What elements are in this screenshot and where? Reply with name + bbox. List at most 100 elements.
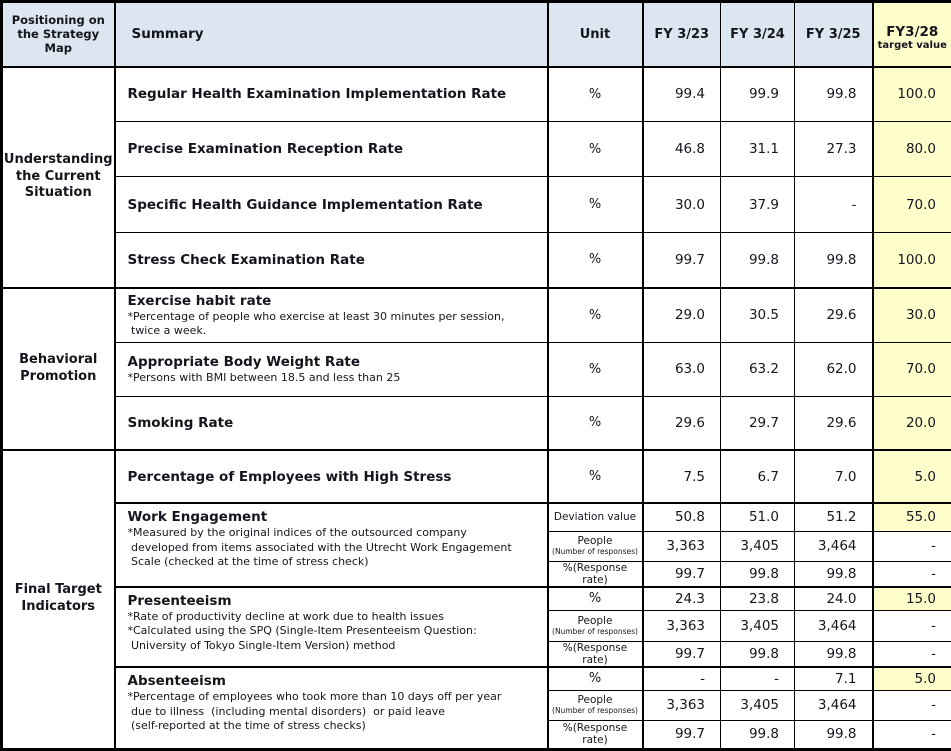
summary-presenteeism: Presenteeism *Rate of productivity decli…: [115, 587, 548, 668]
header-fy25: FY 3/25: [795, 2, 873, 67]
value-fy25: 99.8: [795, 233, 873, 288]
header-fy28-label: FY3/28: [874, 25, 951, 40]
summary-regular-health-exam: Regular Health Examination Implementatio…: [115, 67, 548, 122]
header-fy28-sublabel: target value: [874, 40, 951, 52]
value-fy23: 30.0: [643, 177, 721, 233]
value-fy25: 99.8: [795, 67, 873, 122]
value-fy23: 3,363: [643, 611, 721, 642]
value-target: 20.0: [873, 396, 951, 450]
header-summary: Summary: [115, 2, 548, 67]
summary-precise-exam: Precise Examination Reception Rate: [115, 122, 548, 177]
unit-cell: %(Response rate): [548, 561, 643, 587]
table-row: Specific Health Guidance Implementation …: [2, 177, 951, 233]
header-row: Positioning on the Strategy Map Summary …: [2, 2, 951, 67]
row-title: Appropriate Body Weight Rate: [128, 353, 541, 371]
value-fy24: -: [721, 667, 795, 690]
row-title: Work Engagement: [128, 508, 541, 526]
value-target: 100.0: [873, 67, 951, 122]
value-fy25: 7.0: [795, 450, 873, 503]
value-fy25: 3,464: [795, 611, 873, 642]
value-fy23: -: [643, 667, 721, 690]
unit-cell: %: [548, 587, 643, 611]
value-target: 15.0: [873, 587, 951, 611]
row-title: Presenteeism: [128, 592, 541, 610]
value-fy24: 23.8: [721, 587, 795, 611]
unit-cell: People (Number of responses): [548, 531, 643, 561]
value-fy24: 6.7: [721, 450, 795, 503]
unit-cell: Deviation value: [548, 503, 643, 531]
group-label-final-target: Final Target Indicators: [2, 450, 115, 749]
value-fy23: 99.7: [643, 233, 721, 288]
value-fy23: 29.0: [643, 288, 721, 343]
summary-smoking-rate: Smoking Rate: [115, 396, 548, 450]
summary-work-engagement: Work Engagement *Measured by the origina…: [115, 503, 548, 587]
table-row: Presenteeism *Rate of productivity decli…: [2, 587, 951, 611]
value-target: 30.0: [873, 288, 951, 343]
value-fy23: 99.7: [643, 561, 721, 587]
row-title: Absenteeism: [128, 672, 541, 690]
value-target: 80.0: [873, 122, 951, 177]
value-fy23: 3,363: [643, 531, 721, 561]
value-fy24: 3,405: [721, 531, 795, 561]
header-fy24: FY 3/24: [721, 2, 795, 67]
summary-absenteeism: Absenteeism *Percentage of employees who…: [115, 667, 548, 749]
value-fy25: 3,464: [795, 531, 873, 561]
value-fy23: 63.0: [643, 342, 721, 396]
summary-stress-check: Stress Check Examination Rate: [115, 233, 548, 288]
table-row: Smoking Rate % 29.6 29.7 29.6 20.0: [2, 396, 951, 450]
row-title: Exercise habit rate: [128, 292, 541, 310]
value-fy24: 99.8: [721, 720, 795, 749]
unit-sublabel: (Number of responses): [549, 547, 642, 556]
value-target: 70.0: [873, 177, 951, 233]
value-target: 5.0: [873, 450, 951, 503]
row-note: *Percentage of people who exercise at le…: [128, 310, 541, 339]
unit-cell: %(Response rate): [548, 642, 643, 668]
unit-cell: People (Number of responses): [548, 611, 643, 642]
table-row: Behavioral Promotion Exercise habit rate…: [2, 288, 951, 343]
value-fy25: 27.3: [795, 122, 873, 177]
value-fy25: 99.8: [795, 720, 873, 749]
value-fy25: 29.6: [795, 396, 873, 450]
value-fy24: 37.9: [721, 177, 795, 233]
header-fy23: FY 3/23: [643, 2, 721, 67]
value-fy24: 99.8: [721, 642, 795, 668]
value-target: -: [873, 690, 951, 720]
value-target: 5.0: [873, 667, 951, 690]
value-fy25: 7.1: [795, 667, 873, 690]
summary-specific-guidance: Specific Health Guidance Implementation …: [115, 177, 548, 233]
value-target: 70.0: [873, 342, 951, 396]
unit-cell: %: [548, 342, 643, 396]
value-target: -: [873, 720, 951, 749]
table-row: Final Target Indicators Percentage of Em…: [2, 450, 951, 503]
value-fy24: 31.1: [721, 122, 795, 177]
row-note: *Measured by the original indices of the…: [128, 526, 541, 570]
group-label-understanding: Understanding the Current Situation: [2, 67, 115, 288]
value-fy23: 7.5: [643, 450, 721, 503]
unit-cell: %: [548, 233, 643, 288]
value-fy23: 46.8: [643, 122, 721, 177]
unit-cell: %: [548, 177, 643, 233]
value-fy25: 99.8: [795, 642, 873, 668]
value-fy25: 3,464: [795, 690, 873, 720]
value-fy24: 30.5: [721, 288, 795, 343]
table-row: Appropriate Body Weight Rate *Persons wi…: [2, 342, 951, 396]
table-row: Stress Check Examination Rate % 99.7 99.…: [2, 233, 951, 288]
row-note: *Persons with BMI between 18.5 and less …: [128, 371, 541, 386]
value-fy24: 29.7: [721, 396, 795, 450]
summary-exercise-habit: Exercise habit rate *Percentage of peopl…: [115, 288, 548, 343]
unit-label: People: [549, 536, 642, 547]
value-fy25: 29.6: [795, 288, 873, 343]
row-title: Regular Health Examination Implementatio…: [128, 85, 541, 103]
summary-high-stress: Percentage of Employees with High Stress: [115, 450, 548, 503]
value-fy23: 99.7: [643, 642, 721, 668]
value-fy25: 99.8: [795, 561, 873, 587]
header-fy28-target: FY3/28 target value: [873, 2, 951, 67]
value-target: -: [873, 531, 951, 561]
value-fy25: -: [795, 177, 873, 233]
row-note: *Rate of productivity decline at work du…: [128, 610, 541, 654]
value-fy23: 3,363: [643, 690, 721, 720]
value-fy24: 99.9: [721, 67, 795, 122]
row-title: Precise Examination Reception Rate: [128, 140, 541, 158]
unit-sublabel: (Number of responses): [549, 627, 642, 636]
